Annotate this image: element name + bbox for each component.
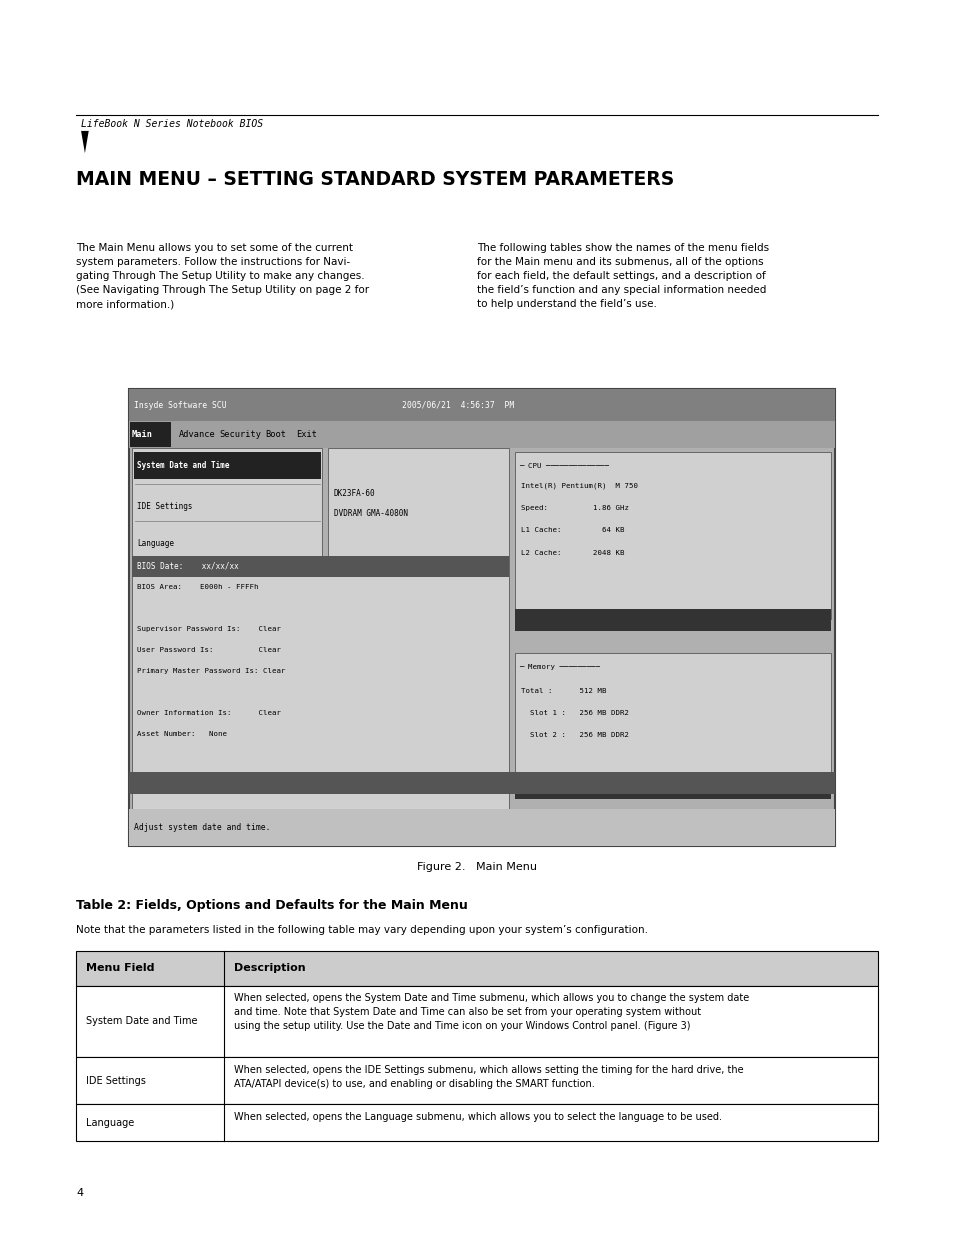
Bar <box>129 772 834 794</box>
Text: System Date and Time: System Date and Time <box>137 461 230 471</box>
Text: Insyde Software SCU                                    2005/06/21  4:56:37  PM: Insyde Software SCU 2005/06/21 4:56:37 P… <box>133 400 514 410</box>
Bar <box>129 809 834 846</box>
Text: Table 2: Fields, Options and Defaults for the Main Menu: Table 2: Fields, Options and Defaults fo… <box>76 899 468 913</box>
Text: Language: Language <box>86 1118 134 1128</box>
Text: Total :      512 MB: Total : 512 MB <box>520 688 606 694</box>
Bar <box>129 389 834 846</box>
Bar <box>76 1104 877 1141</box>
Polygon shape <box>81 131 89 153</box>
Text: Security: Security <box>219 430 261 440</box>
Text: IDE Settings: IDE Settings <box>86 1076 146 1086</box>
Text: System Date and Time: System Date and Time <box>86 1016 197 1026</box>
Bar <box>132 448 322 809</box>
Text: MAIN MENU – SETTING STANDARD SYSTEM PARAMETERS: MAIN MENU – SETTING STANDARD SYSTEM PARA… <box>76 170 674 189</box>
Text: BIOS Area:    E000h - FFFFh: BIOS Area: E000h - FFFFh <box>137 584 258 590</box>
Text: Speed:          1.86 GHz: Speed: 1.86 GHz <box>520 505 628 511</box>
Text: L2 Cache:       2048 KB: L2 Cache: 2048 KB <box>520 550 623 556</box>
Bar <box>76 951 877 986</box>
Text: Main: Main <box>132 430 152 440</box>
Bar <box>515 782 830 799</box>
Bar <box>132 556 509 577</box>
Text: Primary Master Password Is: Clear: Primary Master Password Is: Clear <box>137 668 286 674</box>
Text: 4: 4 <box>76 1188 83 1198</box>
Text: L1 Cache:         64 KB: L1 Cache: 64 KB <box>520 527 623 534</box>
Bar <box>328 448 509 804</box>
Text: Supervisor Password Is:    Clear: Supervisor Password Is: Clear <box>137 626 281 632</box>
Text: DK23FA-60: DK23FA-60 <box>334 489 375 499</box>
Bar <box>129 389 834 421</box>
Text: DVDRAM GMA-4080N: DVDRAM GMA-4080N <box>334 509 408 519</box>
Bar <box>132 556 509 809</box>
Text: Note that the parameters listed in the following table may vary depending upon y: Note that the parameters listed in the f… <box>76 925 648 935</box>
Bar <box>76 986 877 1057</box>
Text: The Main Menu allows you to set some of the current
system parameters. Follow th: The Main Menu allows you to set some of … <box>76 243 369 309</box>
Text: Boot: Boot <box>265 430 286 440</box>
Text: When selected, opens the System Date and Time submenu, which allows you to chang: When selected, opens the System Date and… <box>233 993 748 1031</box>
Text: The following tables show the names of the menu fields
for the Main menu and its: The following tables show the names of t… <box>476 243 768 309</box>
Text: Intel(R) Pentium(R)  M 750: Intel(R) Pentium(R) M 750 <box>520 483 638 489</box>
Bar <box>515 609 830 631</box>
Text: Exit: Exit <box>295 430 316 440</box>
Text: IDE Settings: IDE Settings <box>137 501 193 511</box>
Text: Adjust system date and time.: Adjust system date and time. <box>133 823 270 832</box>
Text: ─ Memory ─────────: ─ Memory ───────── <box>518 664 599 669</box>
Bar <box>76 1057 877 1104</box>
Text: Slot 2 :   256 MB DDR2: Slot 2 : 256 MB DDR2 <box>520 732 628 739</box>
Text: When selected, opens the Language submenu, which allows you to select the langua: When selected, opens the Language submen… <box>233 1112 721 1121</box>
Text: ─ CPU ──────────────: ─ CPU ────────────── <box>518 463 608 468</box>
Text: Language: Language <box>137 538 174 548</box>
Text: Asset Number:   None: Asset Number: None <box>137 731 227 737</box>
Text: Slot 1 :   256 MB DDR2: Slot 1 : 256 MB DDR2 <box>520 710 628 716</box>
Text: BIOS Date:    xx/xx/xx: BIOS Date: xx/xx/xx <box>137 562 239 571</box>
Text: Advance: Advance <box>178 430 215 440</box>
Bar <box>133 452 320 479</box>
Text: Figure 2.   Main Menu: Figure 2. Main Menu <box>416 862 537 872</box>
Bar <box>130 422 171 447</box>
Text: Owner Information Is:      Clear: Owner Information Is: Clear <box>137 710 281 716</box>
Text: User Password Is:          Clear: User Password Is: Clear <box>137 647 281 653</box>
Bar <box>515 653 830 787</box>
Bar <box>515 452 830 619</box>
Text: LifeBook N Series Notebook BIOS: LifeBook N Series Notebook BIOS <box>81 119 263 128</box>
Text: Description: Description <box>233 963 305 973</box>
Bar <box>129 421 834 448</box>
Text: When selected, opens the IDE Settings submenu, which allows setting the timing f: When selected, opens the IDE Settings su… <box>233 1065 742 1088</box>
Text: Menu Field: Menu Field <box>86 963 154 973</box>
